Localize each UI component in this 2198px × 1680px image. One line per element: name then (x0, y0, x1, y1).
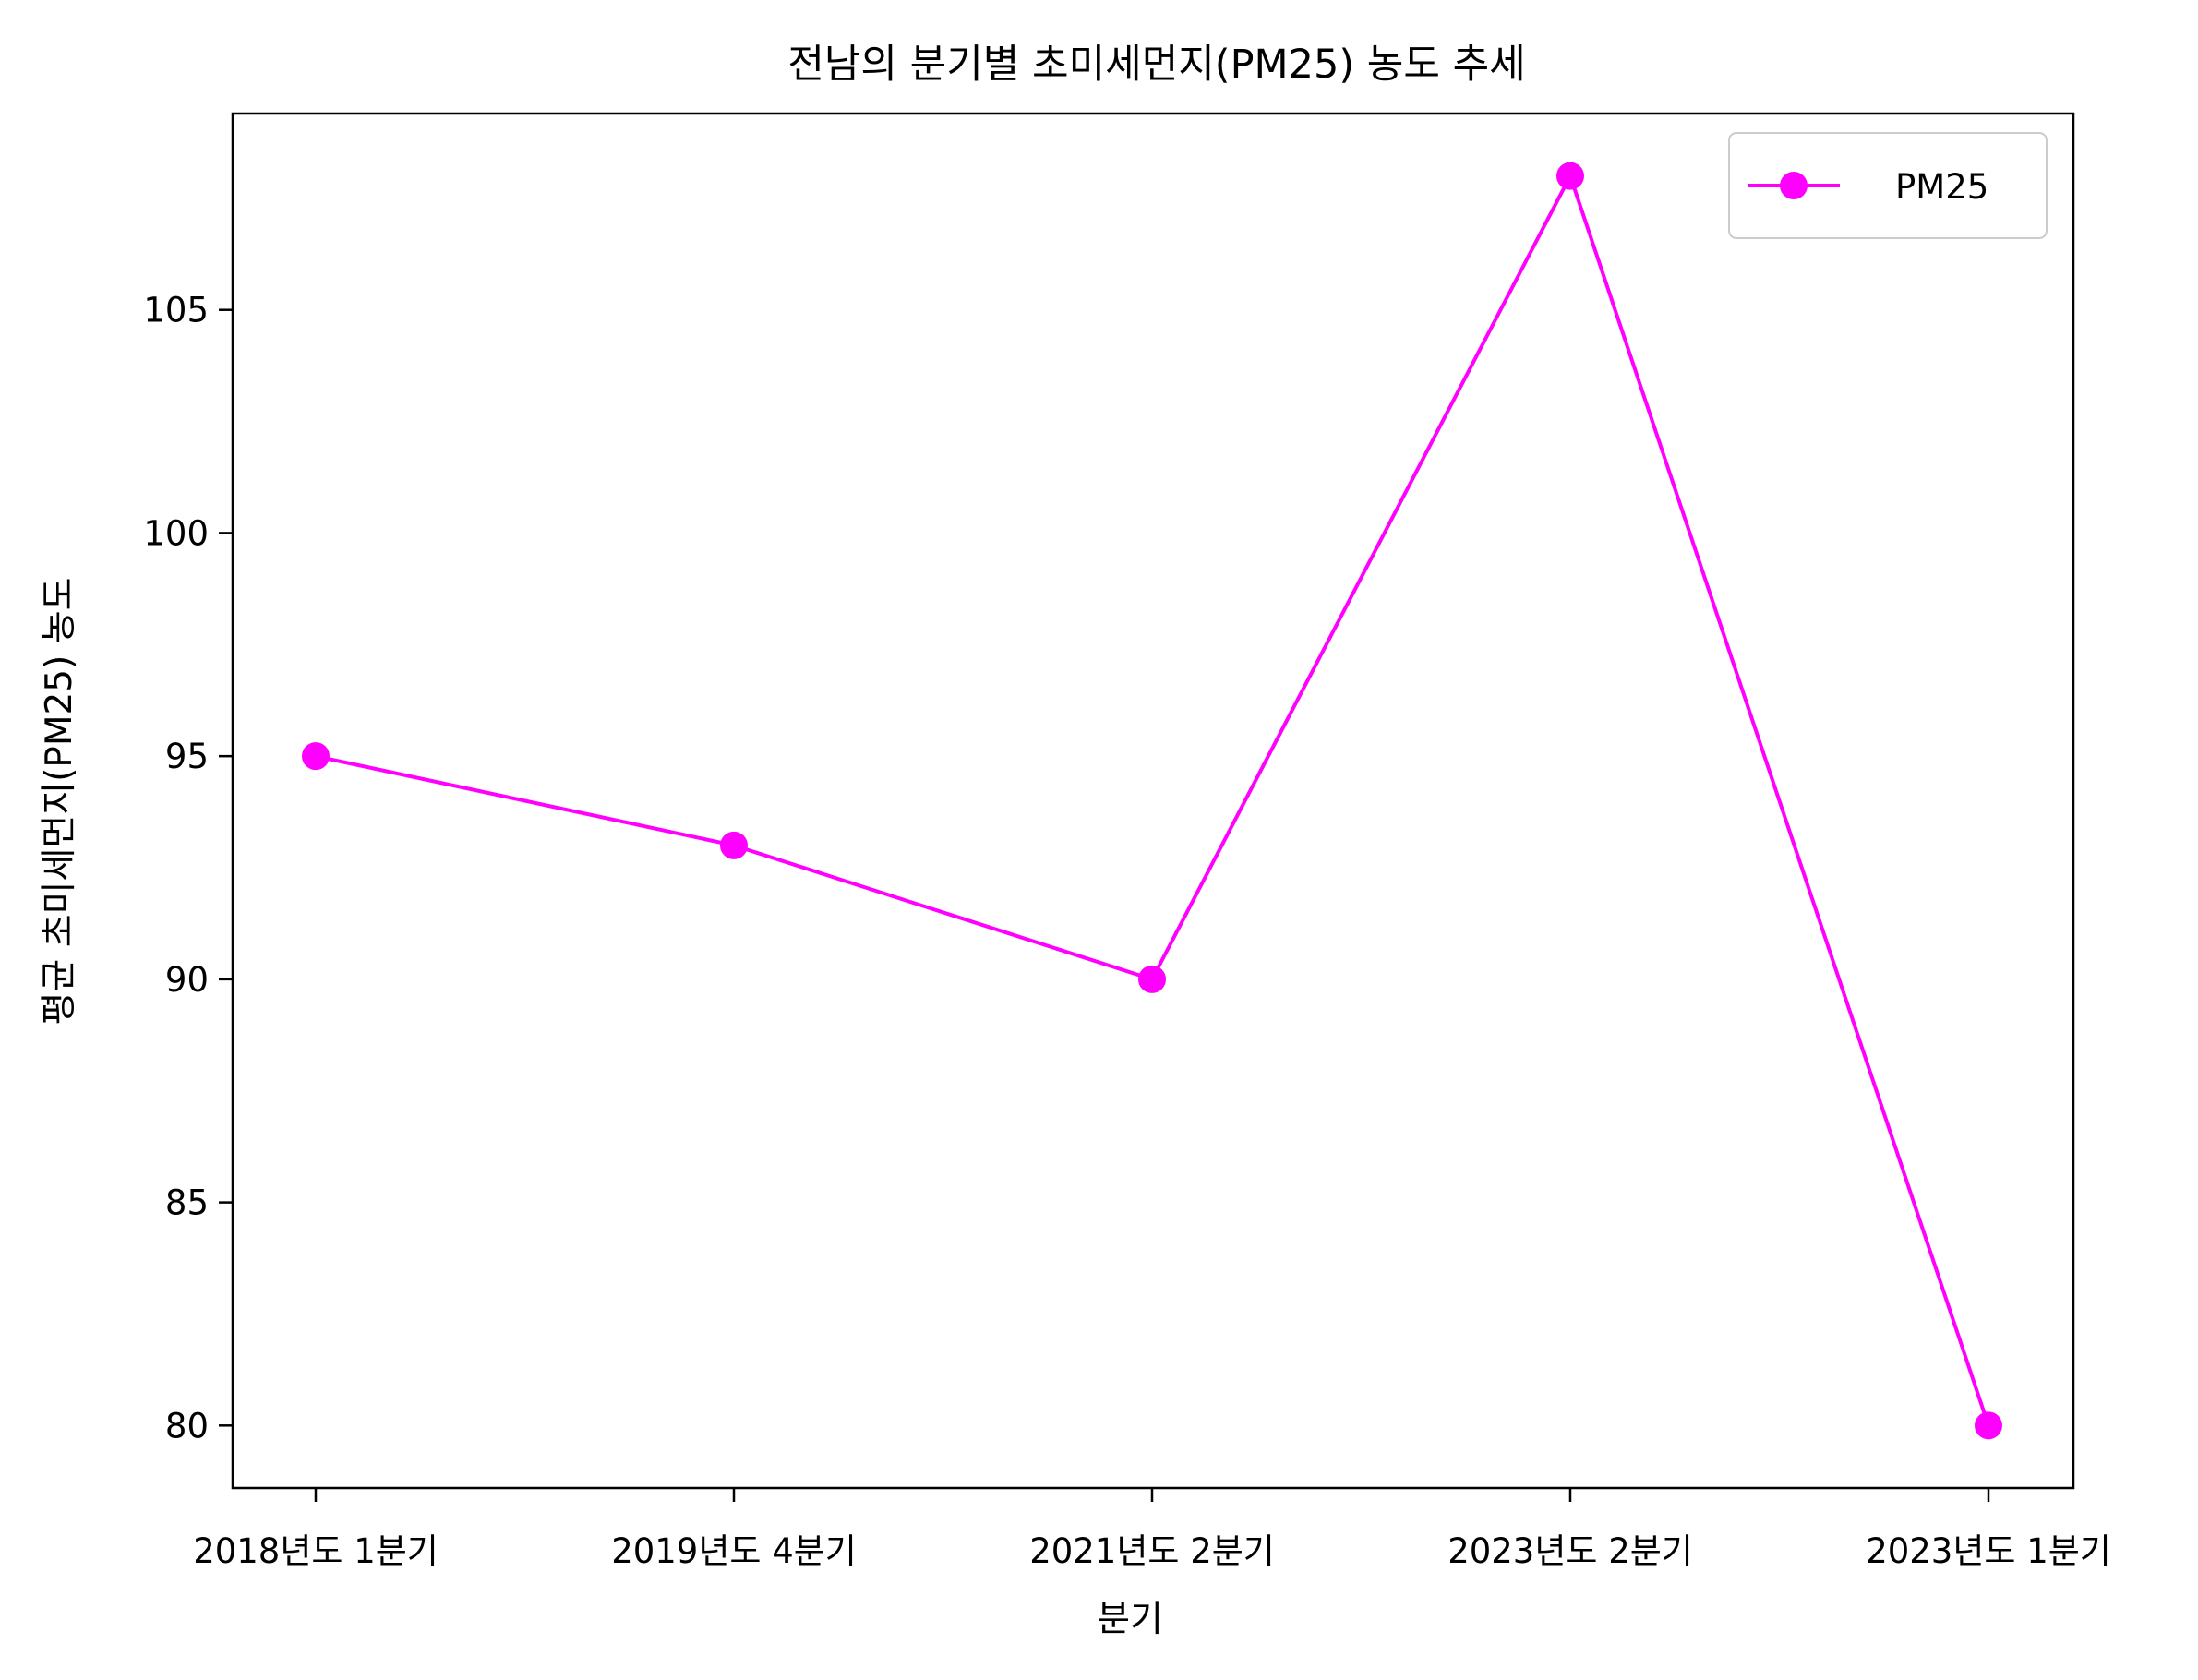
data-point (1975, 1411, 2002, 1440)
y-tick-label: 85 (165, 1183, 209, 1223)
series-layer (302, 162, 2002, 1440)
x-tick-label: 2023년도 1분기 (1866, 1531, 2111, 1571)
x-axis: 2018년도 1분기 2019년도 4분기 2021년도 2분기 2023년도 2분기… (193, 1488, 2111, 1571)
y-axis: 80 85 90 95 100 105 (143, 291, 233, 1446)
y-tick-label: 95 (165, 737, 209, 776)
chart-title: 전남의 분기별 초미세먼지(PM25) 농도 추세 (787, 42, 1525, 88)
legend-marker (1780, 172, 1808, 199)
x-tick-label: 2019년도 4분기 (611, 1531, 857, 1571)
y-tick-label: 80 (165, 1406, 209, 1446)
y-tick-label: 105 (143, 291, 209, 330)
data-point (302, 742, 330, 771)
data-point (720, 831, 748, 859)
data-point (1556, 162, 1584, 190)
x-tick-label: 2021년도 2분기 (1029, 1531, 1275, 1571)
x-tick-label: 2023년도 2분기 (1447, 1531, 1693, 1571)
y-tick-label: 100 (143, 513, 209, 553)
y-tick-label: 90 (165, 960, 209, 1000)
legend-box (1728, 132, 2048, 239)
x-axis-label: 분기 (1097, 1599, 1163, 1640)
legend: PM25 (1728, 132, 2048, 239)
y-axis-label: 평균 초미세먼지(PM25) 농도 (39, 578, 80, 1026)
x-tick-label: 2018년도 1분기 (193, 1531, 438, 1571)
legend-label: PM25 (1895, 167, 1988, 207)
data-point (1138, 965, 1166, 993)
